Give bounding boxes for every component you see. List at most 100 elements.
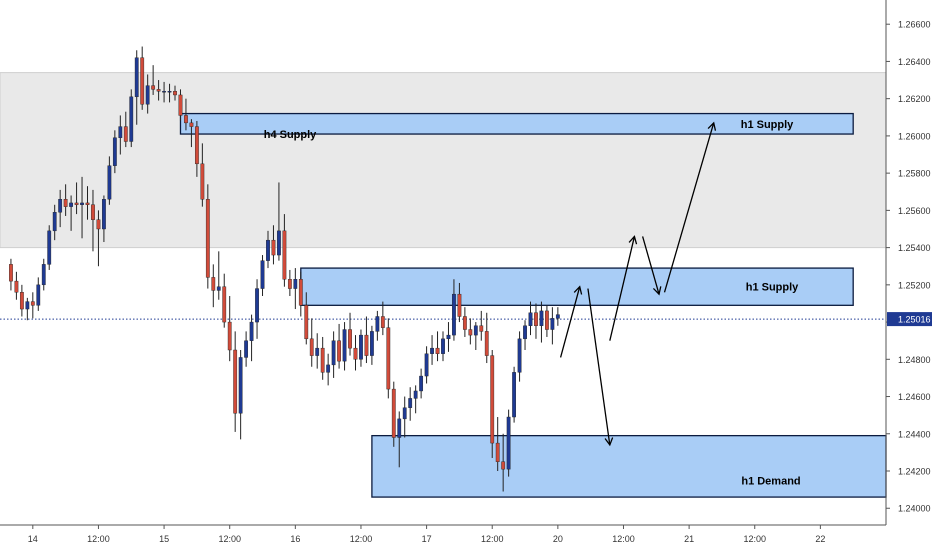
- candle-body: [255, 288, 259, 323]
- candle-body: [96, 219, 101, 230]
- candle-body: [479, 325, 484, 332]
- x-tick-label: 12:00: [612, 534, 635, 544]
- x-tick-label: 16: [290, 534, 300, 544]
- zone-label: h1 Supply: [746, 282, 799, 294]
- candle-body: [495, 442, 500, 462]
- candle-body: [534, 312, 538, 326]
- candle-body: [402, 407, 407, 420]
- candle-body: [107, 165, 112, 200]
- candle-body: [506, 416, 511, 470]
- x-tick-label: 17: [422, 534, 432, 544]
- zone-h1-demand-3: [371, 434, 887, 498]
- candle-body: [118, 126, 123, 138]
- candle-body: [528, 312, 533, 326]
- candle-body: [473, 325, 478, 336]
- y-tick-label: 1.24400: [898, 429, 931, 439]
- candle-body: [249, 321, 254, 341]
- candle-body: [424, 353, 429, 377]
- y-tick-label: 1.26000: [898, 131, 931, 141]
- y-tick-label: 1.25400: [898, 243, 931, 253]
- candle-body: [430, 347, 434, 354]
- projection-arrow-line: [587, 288, 611, 446]
- candle-body: [14, 280, 19, 293]
- candle-body: [200, 163, 205, 200]
- candle-body: [41, 264, 46, 286]
- candle-body: [287, 279, 292, 289]
- candle-body: [216, 286, 221, 291]
- candles-layer: [9, 46, 560, 492]
- projection-arrow-line: [609, 236, 636, 341]
- candle-body: [91, 204, 95, 220]
- y-tick-label: 1.26600: [898, 20, 931, 30]
- candle-body: [129, 96, 134, 142]
- candle-body: [375, 316, 380, 332]
- candle-body: [370, 331, 374, 356]
- candle-body: [326, 364, 331, 373]
- x-tick-label: 20: [553, 534, 563, 544]
- candle-body: [194, 126, 199, 165]
- candle-body: [167, 91, 172, 93]
- current-price-label: 1.25016: [898, 315, 931, 325]
- candle-body: [282, 230, 287, 280]
- candle-body: [408, 398, 413, 408]
- candle-body: [58, 199, 63, 213]
- x-tick-label: 12:00: [350, 534, 373, 544]
- candle-body: [353, 347, 358, 360]
- zones-layer: [0, 72, 887, 498]
- projection-arrow-head: [628, 235, 638, 245]
- candle-body: [173, 91, 177, 96]
- candle-body: [539, 310, 544, 326]
- x-tick-label: 12:00: [87, 534, 110, 544]
- y-tick-label: 1.25200: [898, 280, 931, 290]
- y-tick-label: 1.24000: [898, 504, 931, 514]
- candle-body: [260, 260, 265, 289]
- candle-body: [271, 239, 276, 256]
- candle-body: [85, 202, 90, 205]
- candle-body: [331, 340, 336, 366]
- candle-body: [63, 199, 68, 207]
- candle-body: [211, 277, 216, 291]
- candle-body: [517, 338, 522, 373]
- candle-body: [484, 331, 489, 356]
- candle-body: [102, 199, 106, 230]
- candle-body: [391, 388, 396, 438]
- projection-arrow-line: [641, 236, 660, 295]
- candle-body: [304, 305, 309, 340]
- candle-body: [19, 292, 24, 310]
- candle-body: [30, 301, 35, 306]
- zone-label: h1 Supply: [741, 119, 794, 131]
- candle-body: [238, 357, 243, 414]
- zone-labels-layer: h4 Supply h1 Supply h1 Supply h1 Demand: [264, 119, 801, 488]
- arrows-layer: [559, 121, 717, 447]
- candle-body: [512, 372, 516, 418]
- candle-body: [25, 301, 30, 310]
- candle-body: [52, 212, 57, 232]
- candle-body: [178, 94, 183, 116]
- x-tick-label: 14: [28, 534, 38, 544]
- x-tick-label: 12:00: [743, 534, 766, 544]
- projection-arrow-head: [707, 121, 717, 131]
- candle-body: [364, 334, 369, 356]
- candle-body: [162, 91, 166, 93]
- candle-body: [386, 327, 391, 390]
- candle-body: [462, 316, 467, 330]
- candle-body: [233, 349, 238, 414]
- candle-body: [550, 318, 555, 330]
- zone-label: h4 Supply: [264, 129, 317, 141]
- candle-body: [452, 293, 456, 336]
- candle-body: [205, 199, 210, 278]
- y-tick-label: 1.24800: [898, 355, 931, 365]
- x-tick-label: 12:00: [218, 534, 241, 544]
- candle-body: [36, 284, 41, 306]
- candle-body: [545, 310, 549, 330]
- candle-body: [156, 89, 161, 92]
- x-tick-label: 12:00: [481, 534, 504, 544]
- projection-arrow-head: [652, 286, 662, 296]
- candle-body: [222, 286, 227, 323]
- candle-body: [227, 321, 232, 351]
- projection-arrow-line: [663, 122, 715, 293]
- candle-body: [151, 85, 156, 90]
- candle-body: [501, 461, 506, 470]
